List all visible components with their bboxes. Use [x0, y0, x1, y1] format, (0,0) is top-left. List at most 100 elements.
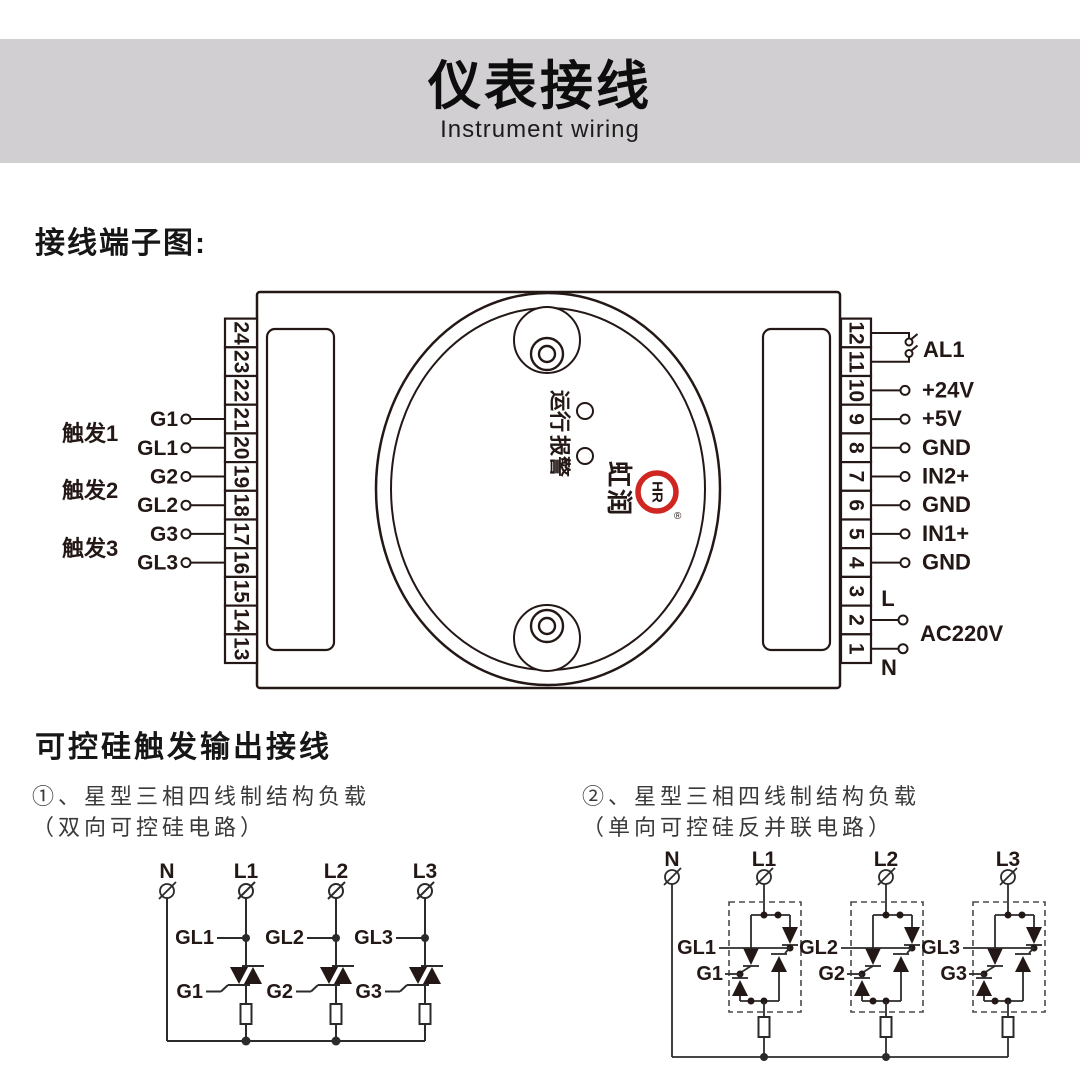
pin-label-gl1: GL1 [137, 437, 178, 460]
alarm-relay-switch [871, 332, 919, 363]
pin-label-in1: IN1+ [922, 521, 969, 546]
registered-mark: ® [674, 511, 682, 522]
alarm-led-icon [576, 447, 594, 465]
brand-logo-icon: HR ® [635, 470, 682, 522]
left-terminal-numbers: 24 23 22 21 20 19 18 17 16 15 14 13 [230, 321, 253, 660]
svg-text:24: 24 [230, 321, 253, 345]
pin-label-gl3: GL3 [137, 552, 178, 575]
svg-text:18: 18 [230, 494, 253, 518]
alarm-indicator-label: 报警 [548, 435, 572, 477]
trigger-group-labels: 触发1 触发2 触发3 [62, 421, 118, 561]
pin-label-ac220v: AC220V [920, 621, 1003, 646]
svg-text:GL3: GL3 [354, 927, 393, 949]
svg-text:20: 20 [230, 436, 253, 459]
svg-text:L2: L2 [874, 848, 899, 871]
pin-label-gnd2: GND [922, 492, 971, 517]
circuit1-phase-labels: N L1 L2 L3 [159, 860, 437, 883]
svg-text:N: N [159, 860, 174, 883]
svg-text:GL2: GL2 [799, 937, 838, 959]
triac-branch-l3 [384, 881, 444, 1042]
svg-text:3: 3 [845, 585, 868, 597]
right-pin-labels: AL1 +24V +5V GND IN2+ GND IN1+ GND L N A… [881, 337, 1003, 680]
svg-text:6: 6 [845, 499, 868, 511]
trigger-pin-labels: G1 GL1 G2 GL2 G3 GL3 [137, 408, 178, 575]
svg-text:L3: L3 [996, 848, 1021, 871]
svg-text:15: 15 [230, 580, 253, 604]
svg-text:4: 4 [845, 557, 868, 569]
svg-text:GL3: GL3 [921, 937, 960, 959]
circuit1-caption: ①、星型三相四线制结构负载 （双向可控硅电路） [32, 781, 370, 843]
pin-label-5v: +5V [922, 406, 962, 431]
svg-text:13: 13 [230, 637, 253, 660]
right-terminal-numbers: 12 11 10 9 8 7 6 5 4 3 2 1 [845, 321, 868, 655]
svg-text:GL2: GL2 [265, 927, 304, 949]
scr-module-l3 [962, 867, 1046, 1058]
svg-text:L2: L2 [324, 860, 349, 883]
svg-text:7: 7 [845, 471, 868, 483]
svg-text:L3: L3 [413, 860, 438, 883]
svg-text:2: 2 [845, 614, 868, 626]
svg-text:22: 22 [230, 379, 253, 402]
pin-label-g1: G1 [150, 408, 178, 431]
svg-text:14: 14 [230, 608, 253, 632]
svg-text:G1: G1 [176, 981, 203, 1003]
svg-text:GL1: GL1 [677, 937, 716, 959]
svg-text:17: 17 [230, 522, 253, 545]
svg-text:12: 12 [845, 321, 868, 344]
title-banner: 仪表接线 Instrument wiring [0, 39, 1080, 163]
svg-text:5: 5 [845, 528, 868, 540]
circuit2-gate-labels: GL1 GL2 GL3 G1 G2 G3 [677, 937, 967, 985]
pin-label-gnd3: GND [922, 550, 971, 575]
circuit2-caption-line1: ②、星型三相四线制结构负载 [582, 784, 921, 809]
circuit2-caption-line2: （单向可控硅反并联电路） [582, 815, 895, 840]
circuit1-diagram: N L1 L2 L3 GL1 GL2 GL3 G1 G2 G3 [158, 860, 444, 1046]
pin-label-gl2: GL2 [137, 494, 178, 517]
trigger3-label: 触发3 [62, 536, 118, 561]
pin-label-neutral: N [881, 655, 897, 680]
svg-text:11: 11 [845, 351, 868, 374]
pin-label-in2: IN2+ [922, 464, 969, 489]
svg-text:23: 23 [230, 350, 253, 373]
page-title: 仪表接线 [428, 57, 652, 116]
svg-text:G2: G2 [266, 981, 293, 1003]
section-title-scr-output: 可控硅触发输出接线 [35, 731, 332, 764]
run-indicator-label: 运行 [548, 390, 572, 432]
circuit2-phase-labels: N L1 L2 L3 [664, 848, 1020, 871]
svg-text:8: 8 [845, 442, 868, 454]
svg-text:G1: G1 [696, 963, 723, 985]
svg-text:10: 10 [845, 379, 868, 402]
svg-text:G3: G3 [355, 981, 382, 1003]
circuit1-caption-line2: （双向可控硅电路） [32, 815, 267, 840]
svg-text:21: 21 [230, 407, 253, 431]
circuit1-gate-labels: GL1 GL2 GL3 G1 G2 G3 [175, 927, 393, 1003]
pin-label-gnd1: GND [922, 435, 971, 460]
svg-text:G2: G2 [818, 963, 845, 985]
trigger-pin-wires [180, 413, 225, 569]
section-title-terminal-diagram: 接线端子图: [35, 227, 207, 260]
circuit2-caption: ②、星型三相四线制结构负载 （单向可控硅反并联电路） [582, 781, 920, 843]
pin-label-live: L [881, 586, 894, 611]
svg-text:GL1: GL1 [175, 927, 214, 949]
right-terminal-strip [839, 317, 873, 665]
svg-text:G3: G3 [940, 963, 967, 985]
right-mounting-bar [761, 327, 832, 652]
device-outline: 运行 报警 虹润 HR ® [255, 290, 842, 690]
left-mounting-bar [265, 327, 336, 652]
pin-label-g3: G3 [150, 523, 178, 546]
trigger2-label: 触发2 [62, 478, 118, 503]
brand-name: 虹润 [604, 461, 634, 517]
triac-branch-l1 [205, 881, 265, 1042]
svg-text:19: 19 [230, 465, 253, 488]
circuit1-caption-line1: ①、星型三相四线制结构负载 [32, 784, 371, 809]
faceplate-outer-ring [374, 291, 722, 687]
svg-text:1: 1 [845, 643, 868, 655]
top-screw [513, 306, 581, 374]
svg-text:L1: L1 [752, 848, 777, 871]
brand-logo-text: HR [649, 481, 666, 503]
svg-text:9: 9 [845, 413, 868, 425]
trigger1-label: 触发1 [62, 421, 118, 446]
scr-module-l1 [718, 867, 802, 1058]
circuit2-diagram: N L1 L2 L3 GL1 GL2 GL3 G1 G2 G3 [663, 848, 1046, 1061]
